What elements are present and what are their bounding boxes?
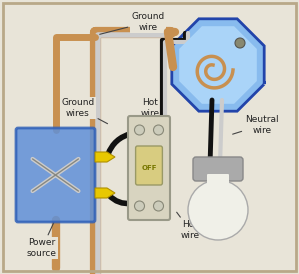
Circle shape (235, 38, 245, 48)
Polygon shape (172, 19, 264, 111)
Circle shape (153, 125, 164, 135)
Text: Hot
wire: Hot wire (141, 98, 163, 118)
Text: OFF: OFF (141, 165, 157, 171)
Circle shape (188, 180, 248, 240)
Text: Ground
wires: Ground wires (61, 98, 108, 124)
Text: Power
source: Power source (27, 222, 57, 258)
FancyBboxPatch shape (193, 157, 243, 181)
Text: Neutral
wire: Neutral wire (233, 115, 279, 135)
FancyBboxPatch shape (136, 146, 162, 185)
FancyBboxPatch shape (128, 116, 170, 220)
FancyBboxPatch shape (16, 128, 95, 222)
FancyBboxPatch shape (207, 174, 229, 198)
Circle shape (135, 125, 144, 135)
Circle shape (135, 201, 144, 211)
FancyArrow shape (95, 152, 115, 162)
Polygon shape (179, 26, 257, 104)
Text: Hot
wire: Hot wire (177, 212, 199, 240)
Circle shape (153, 201, 164, 211)
FancyArrow shape (95, 188, 115, 198)
Text: Ground
wire: Ground wire (100, 12, 165, 34)
